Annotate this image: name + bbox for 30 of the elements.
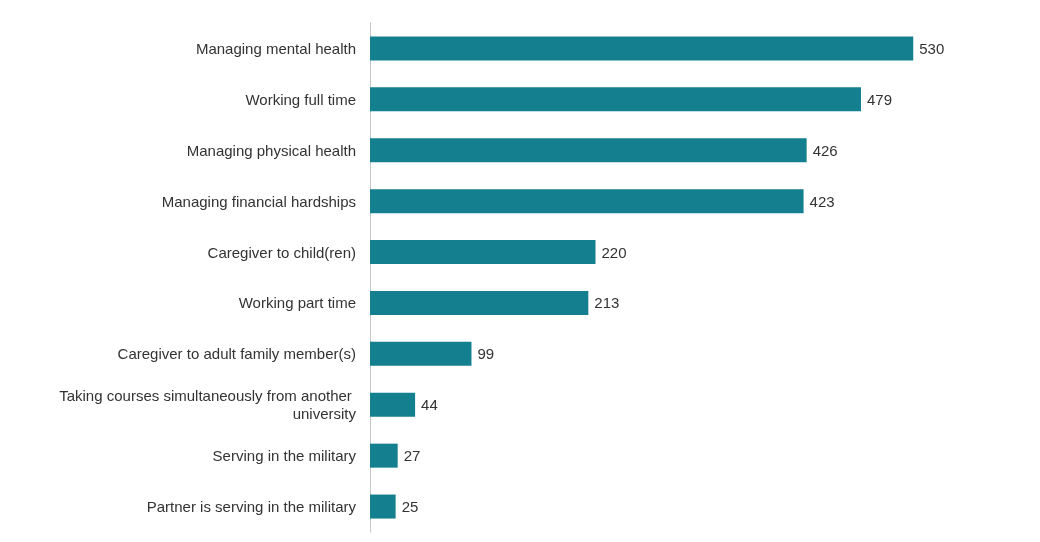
y-tick-label: Managing mental health (195, 39, 356, 57)
bar (370, 494, 396, 519)
bar (370, 341, 472, 366)
y-tick-label: Partner is serving in the military (146, 498, 357, 516)
bar (370, 189, 804, 214)
y-tick-label: Managing financial hardships (161, 192, 356, 210)
y-tick-label: Serving in the military (212, 447, 357, 465)
data-label: 25 (401, 498, 419, 516)
bar (370, 290, 589, 315)
data-label: 426 (812, 141, 838, 159)
data-label: 44 (421, 396, 438, 414)
data-label: 99 (477, 345, 495, 363)
y-tick-label: Working part time (238, 294, 356, 312)
bar (370, 36, 914, 61)
bar (370, 138, 807, 163)
y-tick-label: Managing physical health (186, 141, 356, 159)
bar (370, 240, 596, 265)
data-label: 27 (403, 447, 421, 465)
y-tick-label: Taking courses simultaneously from another university (59, 387, 357, 423)
bar (370, 443, 398, 468)
y-tick-label: Caregiver to adult family member(s) (117, 345, 356, 363)
data-label: 530 (919, 39, 945, 57)
bar (370, 87, 861, 112)
data-label: 213 (594, 294, 620, 312)
y-tick-label: Working full time (245, 90, 356, 108)
data-label: 479 (866, 90, 893, 108)
data-label: 423 (809, 192, 835, 210)
data-label: 220 (601, 243, 627, 261)
y-tick-label: Caregiver to child(ren) (207, 243, 356, 261)
bar (370, 392, 416, 417)
